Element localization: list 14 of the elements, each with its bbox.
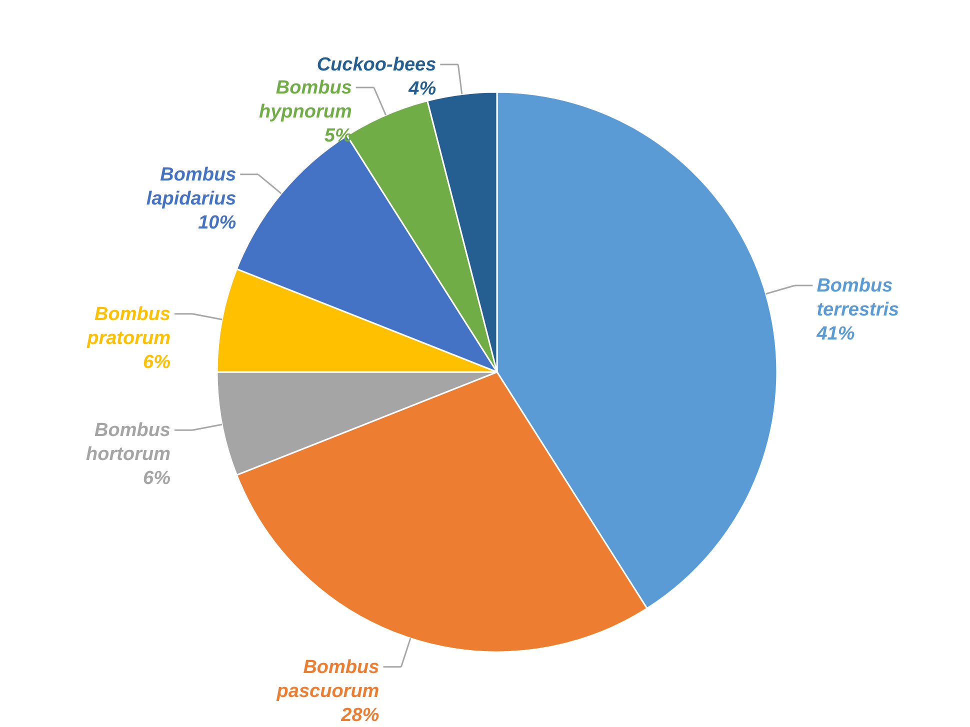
data-label: 41% [816, 324, 855, 345]
data-label: 10% [198, 212, 236, 234]
data-label: 5% [324, 125, 352, 146]
data-label: 4% [408, 78, 436, 100]
legend-label: Bombus hortorum [86, 420, 171, 466]
slice-label: Bombus terrestris [816, 276, 900, 321]
data-label: 6% [143, 468, 171, 490]
data-label: 6% [143, 352, 171, 373]
slice-label: Bombus hypnorum [258, 77, 352, 122]
slice-label: Bombus pascuorum [276, 656, 380, 702]
slice-label: Bombus pratorum [86, 304, 171, 349]
slice-label: Bombus lapidarius [146, 164, 236, 210]
data-label: 28% [340, 704, 380, 726]
slice-label: Cuckoo-bees [316, 54, 436, 76]
